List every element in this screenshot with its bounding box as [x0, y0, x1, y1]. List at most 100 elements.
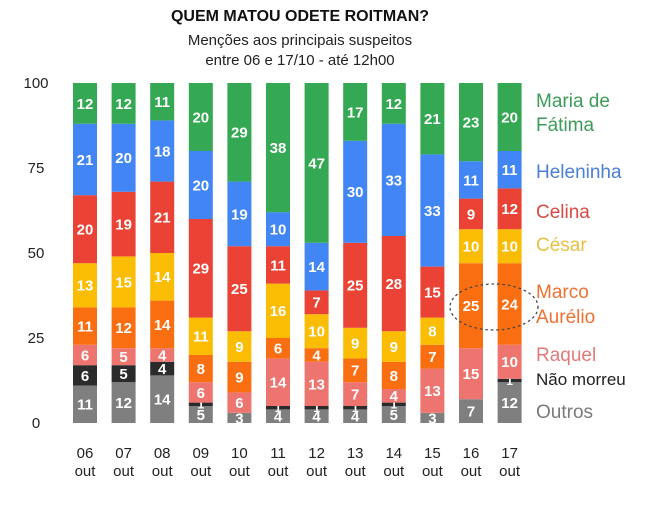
data-label: 20 — [192, 177, 209, 194]
bar-segment-maria-de-f-tima — [266, 83, 290, 213]
legend-label-line: Heleninha — [536, 162, 622, 183]
bar-segment-marco-aur-lio — [188, 355, 213, 383]
legend-item-celina: Celina — [536, 202, 590, 223]
data-label: 14 — [154, 317, 171, 334]
data-label: 10 — [463, 239, 480, 256]
bar-segment-heleninha — [111, 123, 136, 192]
data-label: 4 — [312, 347, 321, 364]
bar-segment-c-sar — [304, 314, 329, 349]
data-label: 14 — [308, 259, 325, 276]
x-tick-label-line: out — [461, 463, 483, 480]
x-tick-label: 10 out — [229, 445, 251, 480]
data-label: 11 — [154, 94, 170, 111]
x-tick-label-line: 14 — [385, 445, 402, 462]
data-label: 29 — [192, 261, 209, 278]
data-label: 11 — [502, 162, 518, 179]
data-label: 47 — [308, 155, 325, 172]
data-label: 9 — [235, 339, 243, 356]
data-label: 5 — [390, 407, 398, 424]
legend-label-line: Marco — [536, 282, 589, 303]
bar-segment-heleninha — [73, 123, 97, 196]
data-label: 4 — [158, 361, 167, 378]
x-tick-label-line: 17 — [501, 445, 518, 462]
bar-segment-heleninha — [343, 140, 368, 243]
bar-segment-raquel — [150, 348, 175, 362]
bar-segment-n-o-morreu — [381, 402, 406, 406]
legend-item-n-o-morreu: Não morreu — [536, 370, 626, 389]
data-label: 19 — [231, 206, 248, 223]
bar-segment-heleninha — [497, 151, 522, 189]
x-tick-label: 17 out — [499, 445, 521, 480]
data-label: 12 — [77, 96, 94, 113]
bar-segment-heleninha — [227, 181, 252, 247]
y-tick-label: 0 — [32, 415, 40, 432]
bar-segment-maria-de-f-tima — [111, 83, 136, 124]
bar-segment-marco-aur-lio — [459, 263, 483, 349]
data-label: 8 — [428, 324, 436, 341]
bar-stack: 36 9 9 25 19 29 — [227, 83, 252, 427]
data-label: 5 — [197, 407, 205, 424]
chart-subtitle-line-2: entre 06 e 17/10 - até 12h00 — [205, 52, 395, 69]
bar-segment-maria-de-f-tima — [497, 83, 522, 151]
legend-label-line: Fátima — [536, 115, 595, 136]
data-label: 12 — [115, 395, 132, 412]
data-label: 3 — [235, 410, 243, 427]
data-label: 28 — [385, 276, 402, 293]
bar-segment-raquel — [497, 344, 522, 379]
data-label: 14 — [270, 375, 287, 392]
data-label: 1 — [390, 398, 397, 412]
bar-segment-c-sar — [497, 229, 522, 264]
data-label: 7 — [351, 387, 359, 404]
bar-segment-celina — [304, 290, 329, 315]
data-label: 15 — [463, 366, 480, 383]
bar-segment-marco-aur-lio — [304, 348, 329, 362]
bar-segment-n-o-morreu — [73, 365, 97, 386]
legend-label-line: Celina — [536, 202, 590, 223]
x-tick-label-line: out — [499, 463, 521, 480]
x-tick-label: 09 out — [190, 445, 212, 480]
bar-segment-heleninha — [304, 242, 329, 291]
bar-segment-celina — [188, 219, 213, 318]
x-tick-label-line: out — [152, 463, 174, 480]
x-tick-label-line: 07 — [115, 445, 132, 462]
bar-segment-c-sar — [381, 331, 406, 362]
bar-segment-marco-aur-lio — [497, 263, 522, 345]
data-label: 1 — [197, 398, 204, 412]
x-tick-label: 14 out — [383, 445, 405, 480]
bar-segment-maria-de-f-tima — [188, 83, 213, 151]
data-label: 20 — [115, 150, 132, 167]
bar-segment-raquel — [420, 368, 445, 413]
legend-label-line: Aurélio — [536, 307, 595, 328]
data-label: 4 — [274, 409, 283, 426]
y-tick-label: 50 — [28, 245, 45, 262]
y-tick-label: 25 — [28, 330, 45, 347]
x-tick-label-line: out — [75, 463, 97, 480]
x-tick-label-line: out — [383, 463, 405, 480]
bar-segment-marco-aur-lio — [343, 358, 368, 383]
bar-segment-marco-aur-lio — [111, 307, 136, 349]
data-label: 15 — [115, 274, 132, 291]
legend-item-maria-de-f-tima: Maria de Fátima — [536, 91, 610, 136]
bar-segment-raquel — [343, 382, 368, 406]
data-label: 8 — [197, 361, 205, 378]
bar-segment-raquel — [111, 348, 136, 366]
x-tick-label-line: 09 — [192, 445, 209, 462]
bar-segment-raquel — [266, 358, 290, 406]
bar-segment-raquel — [73, 344, 97, 366]
bar-segment-heleninha — [188, 151, 213, 219]
data-label: 21 — [424, 111, 441, 128]
data-label: 6 — [197, 385, 205, 402]
data-label: 7 — [428, 349, 436, 366]
x-tick-label-line: 08 — [154, 445, 171, 462]
bar-segment-celina — [420, 266, 445, 318]
bar-segment-maria-de-f-tima — [459, 83, 483, 162]
data-label: 30 — [347, 184, 364, 201]
bar-segment-n-o-morreu — [304, 406, 329, 410]
data-label: 13 — [77, 278, 94, 295]
data-label: 25 — [347, 278, 364, 295]
bar-segment-raquel — [381, 389, 406, 403]
data-label: 10 — [501, 354, 518, 371]
x-tick-label: 15 out — [422, 445, 444, 480]
bar-segment-celina — [111, 191, 136, 257]
